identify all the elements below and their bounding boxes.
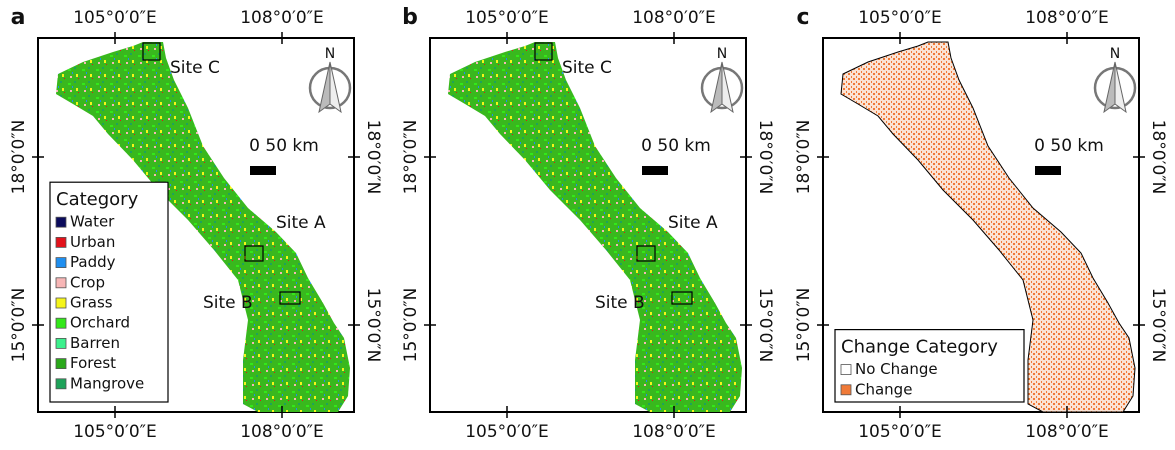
legend-item: Water xyxy=(70,213,115,231)
legend-title: Change Category xyxy=(841,337,998,358)
lat-label: 18°0′0″N xyxy=(755,120,775,195)
lat-label: 18°0′0″N xyxy=(363,120,383,195)
scale-label: 0 50 km xyxy=(641,136,711,156)
site-label: Site A xyxy=(276,213,326,233)
page: {"panels": [ {"label": "a", "sites": ["S… xyxy=(0,0,1175,446)
legend-swatch xyxy=(841,365,851,375)
lat-label: 18°0′0″N xyxy=(794,120,814,195)
legend-item: Barren xyxy=(70,334,120,352)
map-panel: c 105°0′0″E 105°0′0″E 108°0′0″E 108°0′0″E 18°… xyxy=(794,5,1168,442)
legend-swatch xyxy=(56,338,66,348)
legend-swatch xyxy=(56,379,66,389)
map-panel: b 105°0′0″E 105°0′0″E 108°0′0″E 108°0′0″E 18°… xyxy=(401,5,775,442)
legend-item: Crop xyxy=(70,273,105,291)
lat-label: 15°0′0″N xyxy=(755,288,775,363)
lon-label: 105°0′0″E xyxy=(465,8,549,28)
lon-label: 105°0′0″E xyxy=(858,8,942,28)
lat-label: 18°0′0″N xyxy=(1148,120,1168,195)
lon-label: 108°0′0″E xyxy=(240,422,324,442)
lon-label: 108°0′0″E xyxy=(632,422,716,442)
legend-swatch xyxy=(56,278,66,288)
legend-item: Change xyxy=(855,380,912,398)
lat-label: 15°0′0″N xyxy=(401,288,421,363)
scale-bar xyxy=(642,166,668,175)
legend-swatch xyxy=(56,359,66,369)
lat-label: 15°0′0″N xyxy=(9,288,29,363)
legend-item: Mangrove xyxy=(70,374,144,392)
panel-label: b xyxy=(402,5,418,30)
legend-item: Paddy xyxy=(70,253,116,271)
site-label: Site A xyxy=(668,213,718,233)
legend-swatch xyxy=(56,318,66,328)
lat-label: 18°0′0″N xyxy=(9,120,29,195)
legend-item: Orchard xyxy=(70,314,130,332)
north-label: N xyxy=(1110,46,1120,62)
lon-label: 105°0′0″E xyxy=(73,422,157,442)
lon-label: 105°0′0″E xyxy=(73,8,157,28)
lon-label: 108°0′0″E xyxy=(1025,422,1109,442)
scale-bar xyxy=(250,166,276,175)
legend-swatch xyxy=(841,385,851,395)
legend-item: Grass xyxy=(70,294,113,312)
legend-swatch xyxy=(56,258,66,268)
panel-label: a xyxy=(11,5,26,30)
north-label: N xyxy=(325,46,335,62)
legend-item: Forest xyxy=(70,354,116,372)
map-panel: a 105°0′0″E 105°0′0″E 108°0′0″E 108°0′0″E 18°… xyxy=(9,5,383,442)
lat-label: 18°0′0″N xyxy=(401,120,421,195)
figure: a 105°0′0″E 105°0′0″E 108°0′0″E 108°0′0″E 18°… xyxy=(0,0,1175,446)
site-label: Site B xyxy=(595,293,645,313)
north-label: N xyxy=(717,46,727,62)
site-label: Site B xyxy=(203,293,253,313)
lon-label: 108°0′0″E xyxy=(1025,8,1109,28)
site-label: Site C xyxy=(170,58,220,78)
legend-title: Category xyxy=(56,189,139,210)
site-label: Site C xyxy=(562,58,612,78)
lon-label: 105°0′0″E xyxy=(858,422,942,442)
lat-label: 15°0′0″N xyxy=(363,288,383,363)
lon-label: 105°0′0″E xyxy=(465,422,549,442)
scale-label: 0 50 km xyxy=(1034,136,1104,156)
scale-bar xyxy=(1035,166,1061,175)
legend-item: No Change xyxy=(855,360,938,378)
lon-label: 108°0′0″E xyxy=(632,8,716,28)
legend-swatch xyxy=(56,237,66,247)
lat-label: 15°0′0″N xyxy=(794,288,814,363)
lat-label: 15°0′0″N xyxy=(1148,288,1168,363)
legend-item: Urban xyxy=(70,233,115,251)
legend-swatch xyxy=(56,298,66,308)
lon-label: 108°0′0″E xyxy=(240,8,324,28)
scale-label: 0 50 km xyxy=(249,136,319,156)
panel-label: c xyxy=(796,5,809,30)
legend-swatch xyxy=(56,217,66,227)
